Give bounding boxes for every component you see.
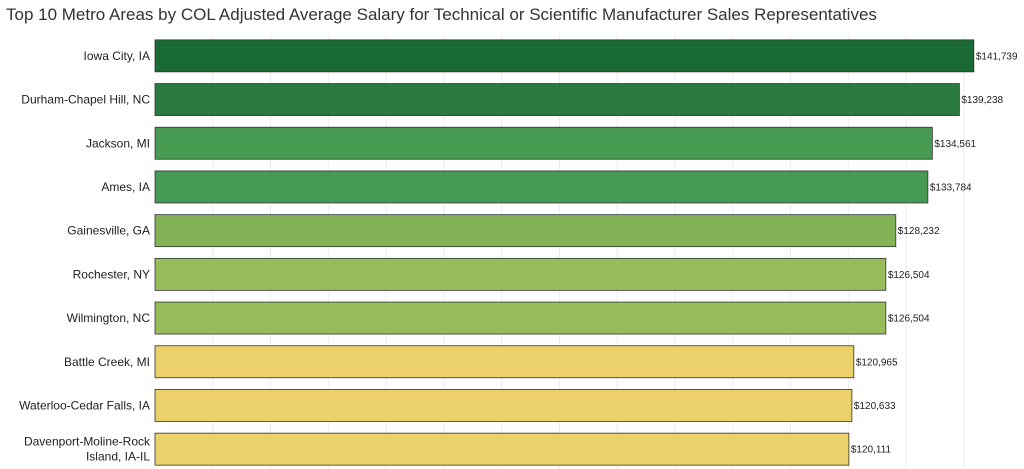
bar <box>154 39 975 73</box>
category-label: Battle Creek, MI <box>64 355 150 369</box>
bar <box>154 83 960 116</box>
bar-layer <box>154 39 975 466</box>
value-label: $126,504 <box>888 270 930 281</box>
category-label: Ames, IA <box>101 180 150 194</box>
bar <box>154 432 850 466</box>
category-label: Waterloo-Cedar Falls, IA <box>19 398 150 412</box>
category-label: Jackson, MI <box>86 136 150 150</box>
category-label: Davenport-Moline-Rock Island, IA-IL <box>24 435 151 464</box>
category-label: Rochester, NY <box>73 267 150 281</box>
bar <box>154 389 853 422</box>
bar <box>154 126 933 160</box>
value-label: $139,238 <box>961 95 1003 106</box>
value-label: $120,111 <box>851 445 892 456</box>
category-label: Gainesville, GA <box>67 224 150 238</box>
value-label: $141,739 <box>976 51 1018 62</box>
value-label: $128,232 <box>898 226 940 237</box>
value-label: $126,504 <box>888 314 930 325</box>
value-label: $133,784 <box>930 182 972 193</box>
bar <box>154 214 897 248</box>
category-label: Iowa City, IA <box>84 49 150 63</box>
bar <box>154 345 855 379</box>
bar <box>154 301 887 335</box>
label-layer: $141,739 Iowa City, IA $139,238 Durham-Chap… <box>19 49 1018 464</box>
category-label: Durham-Chapel Hill, NC <box>21 93 150 107</box>
value-label: $134,561 <box>934 139 976 150</box>
bar <box>154 170 929 204</box>
chart-title: Top 10 Metro Areas by COL Adjusted Avera… <box>6 5 877 24</box>
value-label: $120,965 <box>856 357 898 368</box>
value-label: $120,633 <box>854 401 896 412</box>
bar <box>154 257 887 291</box>
category-label: Wilmington, NC <box>67 311 151 325</box>
